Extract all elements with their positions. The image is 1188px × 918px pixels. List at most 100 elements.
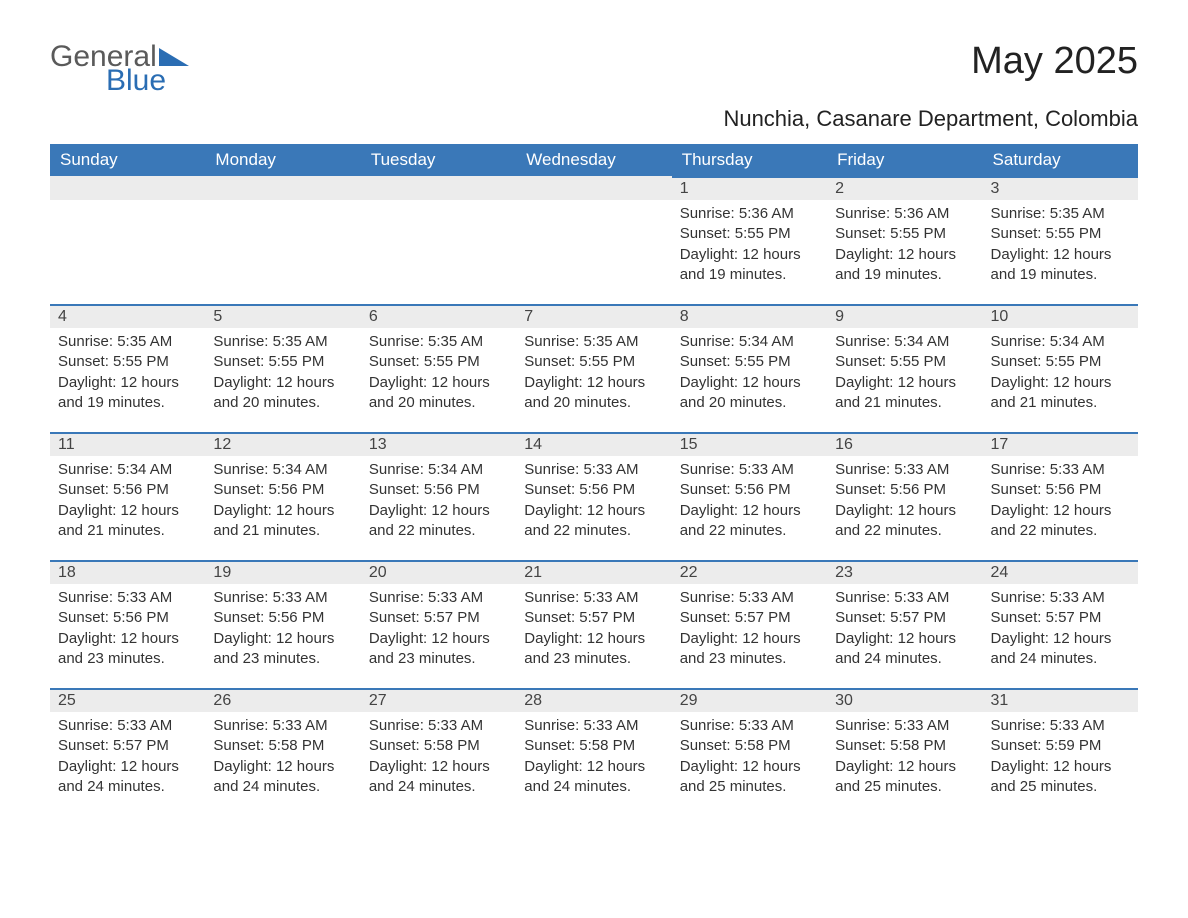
calendar-cell: 10Sunrise: 5:34 AMSunset: 5:55 PMDayligh…: [983, 304, 1138, 432]
day-number-bar: 12: [205, 432, 360, 456]
day-number-bar: 10: [983, 304, 1138, 328]
sunrise-line: Sunrise: 5:33 AM: [835, 588, 974, 608]
day-number-bar: 31: [983, 688, 1138, 712]
day-details: Sunrise: 5:35 AMSunset: 5:55 PMDaylight:…: [205, 328, 360, 417]
day-number-bar: 25: [50, 688, 205, 712]
sunrise-line: Sunrise: 5:34 AM: [835, 332, 974, 352]
empty-daynum-bar: [50, 176, 205, 200]
calendar-cell: 22Sunrise: 5:33 AMSunset: 5:57 PMDayligh…: [672, 560, 827, 688]
location-subtitle: Nunchia, Casanare Department, Colombia: [50, 106, 1138, 132]
sunset-line: Sunset: 5:55 PM: [991, 224, 1130, 244]
day-number-bar: 13: [361, 432, 516, 456]
sunset-line: Sunset: 5:57 PM: [680, 608, 819, 628]
daylight-line: Daylight: 12 hours and 22 minutes.: [835, 501, 974, 542]
day-details: Sunrise: 5:33 AMSunset: 5:57 PMDaylight:…: [50, 712, 205, 801]
sunrise-line: Sunrise: 5:33 AM: [680, 460, 819, 480]
calendar-cell: 11Sunrise: 5:34 AMSunset: 5:56 PMDayligh…: [50, 432, 205, 560]
sunset-line: Sunset: 5:57 PM: [524, 608, 663, 628]
weekday-header: Thursday: [672, 144, 827, 176]
sunset-line: Sunset: 5:56 PM: [58, 480, 197, 500]
day-number-bar: 9: [827, 304, 982, 328]
sunrise-line: Sunrise: 5:33 AM: [680, 588, 819, 608]
sunrise-line: Sunrise: 5:36 AM: [680, 204, 819, 224]
daylight-line: Daylight: 12 hours and 24 minutes.: [835, 629, 974, 670]
daylight-line: Daylight: 12 hours and 22 minutes.: [524, 501, 663, 542]
day-details: Sunrise: 5:33 AMSunset: 5:56 PMDaylight:…: [827, 456, 982, 545]
calendar-week-row: 4Sunrise: 5:35 AMSunset: 5:55 PMDaylight…: [50, 304, 1138, 432]
day-number-bar: 30: [827, 688, 982, 712]
day-number-bar: 29: [672, 688, 827, 712]
daylight-line: Daylight: 12 hours and 20 minutes.: [369, 373, 508, 414]
day-number-bar: 4: [50, 304, 205, 328]
daylight-line: Daylight: 12 hours and 20 minutes.: [213, 373, 352, 414]
day-number-bar: 28: [516, 688, 671, 712]
day-number-bar: 19: [205, 560, 360, 584]
daylight-line: Daylight: 12 hours and 21 minutes.: [835, 373, 974, 414]
day-details: Sunrise: 5:35 AMSunset: 5:55 PMDaylight:…: [516, 328, 671, 417]
sunrise-line: Sunrise: 5:34 AM: [213, 460, 352, 480]
sunset-line: Sunset: 5:58 PM: [524, 736, 663, 756]
sunrise-line: Sunrise: 5:33 AM: [58, 588, 197, 608]
sunrise-line: Sunrise: 5:36 AM: [835, 204, 974, 224]
daylight-line: Daylight: 12 hours and 19 minutes.: [680, 245, 819, 286]
sunrise-line: Sunrise: 5:34 AM: [369, 460, 508, 480]
day-number-bar: 23: [827, 560, 982, 584]
daylight-line: Daylight: 12 hours and 23 minutes.: [524, 629, 663, 670]
weekday-header: Tuesday: [361, 144, 516, 176]
day-number-bar: 15: [672, 432, 827, 456]
calendar-cell: 24Sunrise: 5:33 AMSunset: 5:57 PMDayligh…: [983, 560, 1138, 688]
daylight-line: Daylight: 12 hours and 19 minutes.: [991, 245, 1130, 286]
day-details: Sunrise: 5:34 AMSunset: 5:55 PMDaylight:…: [983, 328, 1138, 417]
page-title: May 2025: [971, 40, 1138, 83]
sunset-line: Sunset: 5:55 PM: [213, 352, 352, 372]
day-details: Sunrise: 5:34 AMSunset: 5:55 PMDaylight:…: [827, 328, 982, 417]
day-number-bar: 24: [983, 560, 1138, 584]
day-details: Sunrise: 5:33 AMSunset: 5:58 PMDaylight:…: [361, 712, 516, 801]
sunset-line: Sunset: 5:56 PM: [991, 480, 1130, 500]
sunset-line: Sunset: 5:56 PM: [213, 480, 352, 500]
calendar-cell: 5Sunrise: 5:35 AMSunset: 5:55 PMDaylight…: [205, 304, 360, 432]
day-details: Sunrise: 5:33 AMSunset: 5:56 PMDaylight:…: [205, 584, 360, 673]
day-details: Sunrise: 5:36 AMSunset: 5:55 PMDaylight:…: [827, 200, 982, 289]
day-details: Sunrise: 5:35 AMSunset: 5:55 PMDaylight:…: [983, 200, 1138, 289]
day-details: Sunrise: 5:33 AMSunset: 5:56 PMDaylight:…: [50, 584, 205, 673]
sunrise-line: Sunrise: 5:33 AM: [680, 716, 819, 736]
calendar-week-row: 18Sunrise: 5:33 AMSunset: 5:56 PMDayligh…: [50, 560, 1138, 688]
calendar-week-row: 11Sunrise: 5:34 AMSunset: 5:56 PMDayligh…: [50, 432, 1138, 560]
calendar-cell: 3Sunrise: 5:35 AMSunset: 5:55 PMDaylight…: [983, 176, 1138, 304]
daylight-line: Daylight: 12 hours and 25 minutes.: [680, 757, 819, 798]
day-number-bar: 21: [516, 560, 671, 584]
daylight-line: Daylight: 12 hours and 22 minutes.: [369, 501, 508, 542]
daylight-line: Daylight: 12 hours and 23 minutes.: [680, 629, 819, 670]
calendar-cell: 4Sunrise: 5:35 AMSunset: 5:55 PMDaylight…: [50, 304, 205, 432]
daylight-line: Daylight: 12 hours and 25 minutes.: [991, 757, 1130, 798]
calendar-cell: 2Sunrise: 5:36 AMSunset: 5:55 PMDaylight…: [827, 176, 982, 304]
sunset-line: Sunset: 5:56 PM: [835, 480, 974, 500]
daylight-line: Daylight: 12 hours and 19 minutes.: [58, 373, 197, 414]
calendar-cell: 31Sunrise: 5:33 AMSunset: 5:59 PMDayligh…: [983, 688, 1138, 816]
calendar-cell: 18Sunrise: 5:33 AMSunset: 5:56 PMDayligh…: [50, 560, 205, 688]
calendar-cell: 1Sunrise: 5:36 AMSunset: 5:55 PMDaylight…: [672, 176, 827, 304]
daylight-line: Daylight: 12 hours and 22 minutes.: [680, 501, 819, 542]
sunset-line: Sunset: 5:58 PM: [680, 736, 819, 756]
sunrise-line: Sunrise: 5:33 AM: [991, 588, 1130, 608]
sunrise-line: Sunrise: 5:33 AM: [835, 460, 974, 480]
sunrise-line: Sunrise: 5:35 AM: [213, 332, 352, 352]
calendar-week-row: 25Sunrise: 5:33 AMSunset: 5:57 PMDayligh…: [50, 688, 1138, 816]
day-details: Sunrise: 5:35 AMSunset: 5:55 PMDaylight:…: [361, 328, 516, 417]
sunset-line: Sunset: 5:55 PM: [991, 352, 1130, 372]
day-details: Sunrise: 5:34 AMSunset: 5:56 PMDaylight:…: [361, 456, 516, 545]
sunset-line: Sunset: 5:56 PM: [680, 480, 819, 500]
daylight-line: Daylight: 12 hours and 24 minutes.: [213, 757, 352, 798]
logo: General Blue: [50, 40, 189, 98]
sunset-line: Sunset: 5:56 PM: [524, 480, 663, 500]
calendar-cell: 16Sunrise: 5:33 AMSunset: 5:56 PMDayligh…: [827, 432, 982, 560]
sunset-line: Sunset: 5:55 PM: [369, 352, 508, 372]
calendar-cell: 9Sunrise: 5:34 AMSunset: 5:55 PMDaylight…: [827, 304, 982, 432]
calendar-cell: 30Sunrise: 5:33 AMSunset: 5:58 PMDayligh…: [827, 688, 982, 816]
calendar-cell: 20Sunrise: 5:33 AMSunset: 5:57 PMDayligh…: [361, 560, 516, 688]
day-details: Sunrise: 5:33 AMSunset: 5:57 PMDaylight:…: [361, 584, 516, 673]
empty-daynum-bar: [205, 176, 360, 200]
weekday-header: Friday: [827, 144, 982, 176]
sunrise-line: Sunrise: 5:35 AM: [369, 332, 508, 352]
